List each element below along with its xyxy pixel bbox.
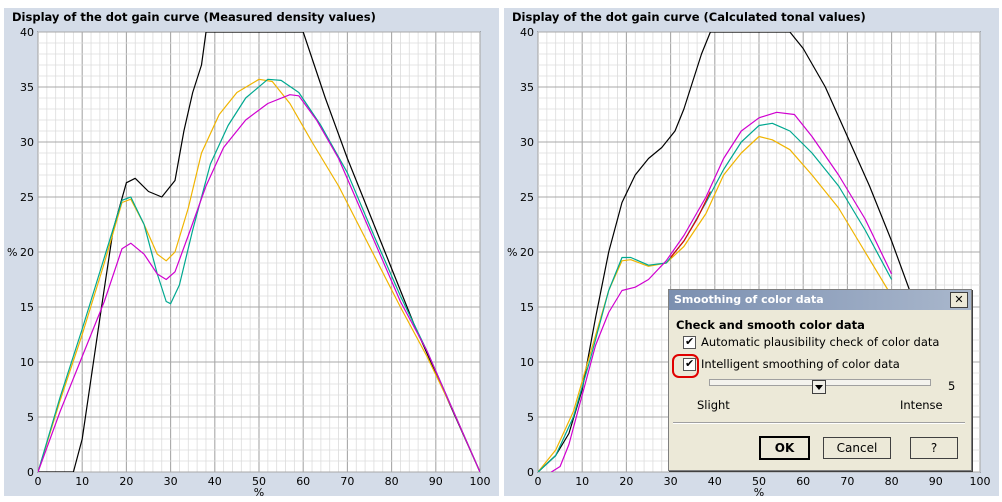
series-line-3 xyxy=(550,111,893,472)
x-tick-label: 50 xyxy=(752,475,766,488)
slider-value: 5 xyxy=(948,379,956,393)
dialog-separator xyxy=(673,422,965,424)
y-tick-label: 5 xyxy=(527,411,534,424)
y-tick-label: 30 xyxy=(20,136,34,149)
x-tick-label: 0 xyxy=(35,475,42,488)
series-line-0 xyxy=(38,32,480,472)
measured-density-chart: 0 10 20 30 40 50 60 70 80 90 100 0 5 10 15 20 25 30 35 40%% xyxy=(7,26,491,496)
plausibility-checkbox-label[interactable]: Automatic plausibility check of color da… xyxy=(701,335,940,349)
x-tick-label: 100 xyxy=(970,475,991,488)
measured-density-chart-panel: Display of the dot gain curve (Measured … xyxy=(4,8,499,496)
x-axis-label: % xyxy=(754,486,764,496)
check-icon: ✔ xyxy=(685,335,695,348)
y-tick-label: 10 xyxy=(20,356,34,369)
x-tick-label: 80 xyxy=(885,475,899,488)
calculated-chart-title: Display of the dot gain curve (Calculate… xyxy=(512,10,866,24)
x-tick-label: 50 xyxy=(252,475,266,488)
y-tick-label: 20 xyxy=(20,246,34,259)
x-tick-label: 20 xyxy=(119,475,133,488)
x-tick-label: 20 xyxy=(619,475,633,488)
smoothing-dialog[interactable]: Smoothing of color data ✕ Check and smoo… xyxy=(668,289,972,471)
dialog-title: Smoothing of color data xyxy=(674,293,824,306)
series-line-3 xyxy=(38,94,480,472)
x-tick-label: 30 xyxy=(164,475,178,488)
ok-button[interactable]: OK xyxy=(759,436,810,460)
y-tick-label: 15 xyxy=(520,301,534,314)
x-tick-label: 40 xyxy=(208,475,222,488)
y-tick-label: 25 xyxy=(520,191,534,204)
y-tick-label: 30 xyxy=(520,136,534,149)
x-tick-label: 10 xyxy=(75,475,89,488)
plausibility-checkbox[interactable]: ✔ xyxy=(683,335,696,349)
smoothing-checkbox[interactable]: ✔ xyxy=(683,357,696,371)
series-line-4 xyxy=(670,191,711,258)
section-label: Check and smooth color data xyxy=(676,318,865,332)
measured-chart-title: Display of the dot gain curve (Measured … xyxy=(12,10,376,24)
x-tick-label: 90 xyxy=(929,475,943,488)
y-tick-label: 25 xyxy=(20,191,34,204)
x-axis-label: % xyxy=(254,486,264,496)
y-tick-label: 35 xyxy=(520,81,534,94)
x-tick-label: 60 xyxy=(296,475,310,488)
x-tick-label: 0 xyxy=(535,475,542,488)
slider-min-label: Slight xyxy=(697,398,730,412)
close-icon[interactable]: ✕ xyxy=(950,292,968,308)
y-tick-label: 10 xyxy=(520,356,534,369)
x-tick-label: 30 xyxy=(664,475,678,488)
x-tick-label: 70 xyxy=(840,475,854,488)
y-tick-label: 0 xyxy=(527,466,534,479)
y-tick-label: 15 xyxy=(20,301,34,314)
y-tick-label: 40 xyxy=(520,26,534,39)
y-axis-label: % xyxy=(507,246,517,259)
grid xyxy=(37,31,481,473)
highlight-ring xyxy=(672,354,699,378)
x-tick-label: 40 xyxy=(708,475,722,488)
x-tick-label: 90 xyxy=(429,475,443,488)
series-line-1 xyxy=(538,135,893,472)
y-tick-label: 40 xyxy=(20,26,34,39)
y-tick-label: 20 xyxy=(520,246,534,259)
y-tick-label: 0 xyxy=(27,466,34,479)
series-line-2 xyxy=(38,78,480,472)
slider-thumb[interactable] xyxy=(812,380,826,394)
help-button[interactable]: ? xyxy=(910,437,958,459)
y-tick-label: 5 xyxy=(27,411,34,424)
x-tick-label: 80 xyxy=(385,475,399,488)
x-tick-label: 100 xyxy=(470,475,491,488)
x-tick-label: 10 xyxy=(575,475,589,488)
smoothing-checkbox-label[interactable]: Intelligent smoothing of color data xyxy=(701,357,900,371)
series-line-1 xyxy=(38,78,480,472)
y-axis-label: % xyxy=(7,246,17,259)
x-tick-label: 70 xyxy=(340,475,354,488)
x-tick-label: 60 xyxy=(796,475,810,488)
dialog-titlebar[interactable]: Smoothing of color data ✕ xyxy=(669,290,971,310)
check-icon: ✔ xyxy=(685,357,695,370)
cancel-button[interactable]: Cancel xyxy=(823,437,891,459)
series-line-0 xyxy=(538,32,915,472)
y-tick-label: 35 xyxy=(20,81,34,94)
slider-max-label: Intense xyxy=(900,398,943,412)
